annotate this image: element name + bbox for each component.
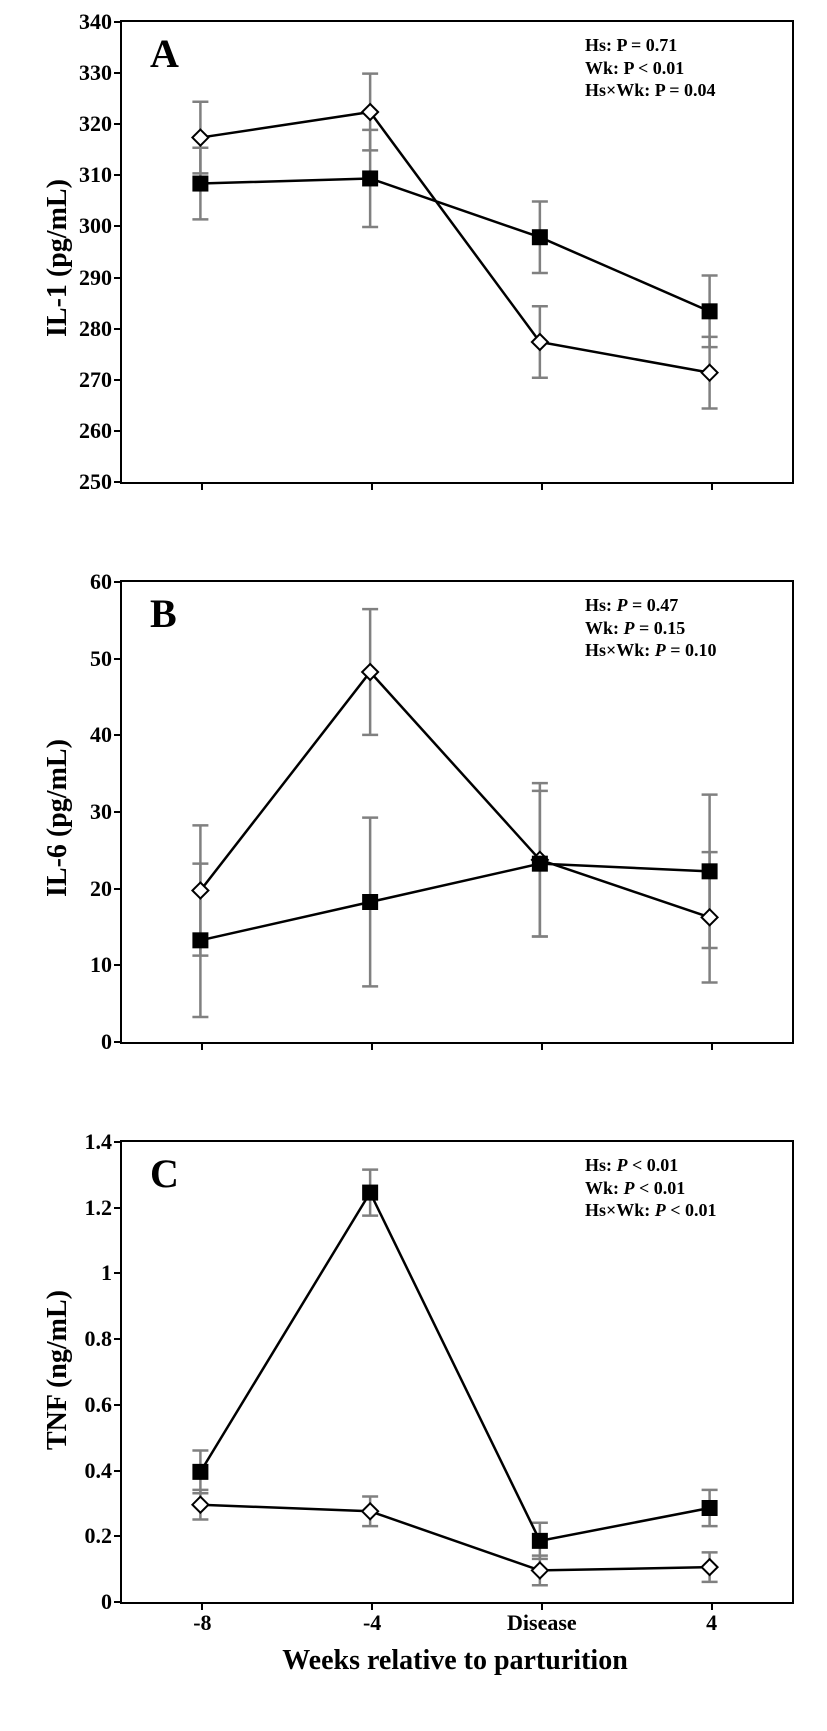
y-tick-mark <box>114 123 122 125</box>
y-tick-mark <box>114 964 122 966</box>
x-tick-mark <box>541 482 543 490</box>
y-tick-label: 20 <box>90 876 112 902</box>
y-axis-label-C: TNF (ng/mL) <box>42 1290 74 1450</box>
x-tick-mark <box>711 482 713 490</box>
y-tick-label: 40 <box>90 722 112 748</box>
x-tick-mark <box>201 1602 203 1610</box>
y-tick-mark <box>114 581 122 583</box>
x-tick-label: -4 <box>363 1610 381 1636</box>
figure-container: 250260270280290300310320330340IL-1 (pg/m… <box>0 0 827 1731</box>
y-tick-mark <box>114 658 122 660</box>
x-axis-title: Weeks relative to parturition <box>120 1645 790 1677</box>
y-tick-label: 310 <box>79 162 112 188</box>
y-tick-label: 1.2 <box>85 1195 113 1221</box>
y-tick-mark <box>114 225 122 227</box>
y-tick-label: 270 <box>79 367 112 393</box>
y-tick-mark <box>114 1207 122 1209</box>
x-tick-label: Disease <box>507 1610 577 1636</box>
y-axis-label-B: IL-6 (pg/mL) <box>42 739 74 897</box>
y-tick-label: 10 <box>90 952 112 978</box>
y-tick-mark <box>114 430 122 432</box>
y-tick-label: 50 <box>90 646 112 672</box>
y-tick-mark <box>114 1141 122 1143</box>
x-tick-mark <box>201 482 203 490</box>
panel-letter-A: A <box>150 30 179 77</box>
y-axis-label-A: IL-1 (pg/mL) <box>42 179 74 337</box>
x-tick-mark <box>711 1042 713 1050</box>
y-tick-mark <box>114 811 122 813</box>
y-tick-label: 60 <box>90 569 112 595</box>
y-tick-label: 30 <box>90 799 112 825</box>
y-tick-label: 1 <box>101 1260 112 1286</box>
y-tick-label: 250 <box>79 469 112 495</box>
x-tick-mark <box>711 1602 713 1610</box>
y-tick-label: 0.6 <box>85 1392 113 1418</box>
y-tick-label: 300 <box>79 213 112 239</box>
y-tick-mark <box>114 1041 122 1043</box>
y-tick-mark <box>114 379 122 381</box>
y-tick-mark <box>114 1272 122 1274</box>
y-tick-mark <box>114 72 122 74</box>
y-tick-label: 0.8 <box>85 1326 113 1352</box>
x-tick-mark <box>371 1042 373 1050</box>
y-tick-label: 320 <box>79 111 112 137</box>
y-tick-label: 260 <box>79 418 112 444</box>
panel-letter-B: B <box>150 590 177 637</box>
stats-text-B: Hs: P = 0.47Wk: P = 0.15Hs×Wk: P = 0.10 <box>585 594 717 662</box>
y-tick-label: 1.4 <box>85 1129 113 1155</box>
y-tick-mark <box>114 1601 122 1603</box>
stats-text-C: Hs: P < 0.01Wk: P < 0.01Hs×Wk: P < 0.01 <box>585 1154 717 1222</box>
y-tick-label: 340 <box>79 9 112 35</box>
y-tick-mark <box>114 277 122 279</box>
y-tick-mark <box>114 481 122 483</box>
y-tick-label: 0.4 <box>85 1458 113 1484</box>
y-tick-mark <box>114 1338 122 1340</box>
y-tick-label: 0 <box>101 1589 112 1615</box>
y-tick-mark <box>114 734 122 736</box>
y-tick-mark <box>114 328 122 330</box>
y-tick-mark <box>114 21 122 23</box>
y-tick-label: 290 <box>79 265 112 291</box>
y-tick-mark <box>114 1404 122 1406</box>
x-tick-label: -8 <box>193 1610 211 1636</box>
panel-letter-C: C <box>150 1150 179 1197</box>
x-tick-mark <box>371 1602 373 1610</box>
x-tick-mark <box>541 1602 543 1610</box>
y-tick-mark <box>114 174 122 176</box>
x-tick-mark <box>371 482 373 490</box>
y-tick-mark <box>114 1470 122 1472</box>
y-tick-label: 330 <box>79 60 112 86</box>
x-tick-mark <box>541 1042 543 1050</box>
x-tick-mark <box>201 1042 203 1050</box>
y-tick-mark <box>114 1535 122 1537</box>
y-tick-label: 0 <box>101 1029 112 1055</box>
y-tick-label: 280 <box>79 316 112 342</box>
y-tick-label: 0.2 <box>85 1523 113 1549</box>
stats-text-A: Hs: P = 0.71Wk: P < 0.01Hs×Wk: P = 0.04 <box>585 34 716 102</box>
y-tick-mark <box>114 888 122 890</box>
x-tick-label: 4 <box>706 1610 717 1636</box>
